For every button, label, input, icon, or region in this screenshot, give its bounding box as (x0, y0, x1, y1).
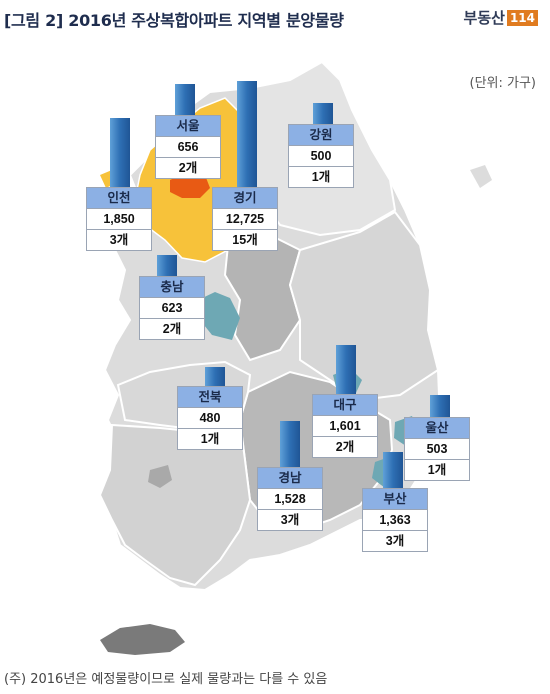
bar-2 (110, 118, 130, 189)
logo-number: 114 (506, 9, 538, 26)
bar-1 (313, 103, 333, 126)
region-name: 경기 (213, 188, 277, 208)
region-units: 500 (289, 145, 353, 166)
region-label-8: 경남 1,528 3개 (257, 467, 323, 531)
region-count: 2개 (156, 157, 220, 178)
region-units: 1,601 (313, 415, 377, 436)
bar-8 (280, 421, 300, 469)
region-units: 480 (178, 407, 242, 428)
region-label-2: 인천 1,850 3개 (86, 187, 152, 251)
logo-text: 부동산 (463, 9, 505, 27)
region-units: 503 (405, 438, 469, 459)
bar-3 (237, 81, 257, 189)
region-count: 3개 (87, 229, 151, 250)
region-count: 1개 (178, 428, 242, 449)
map-chungbuk (223, 233, 302, 362)
map-sejong (198, 292, 240, 340)
region-count: 3개 (258, 509, 322, 530)
region-name: 경남 (258, 468, 322, 488)
region-units: 623 (140, 297, 204, 318)
region-count: 1개 (405, 459, 469, 480)
region-units: 1,528 (258, 488, 322, 509)
region-name: 대구 (313, 395, 377, 415)
region-name: 부산 (363, 489, 427, 509)
region-units: 1,850 (87, 208, 151, 229)
region-units: 1,363 (363, 509, 427, 530)
footnote: (주) 2016년은 예정물량이므로 실제 물량과는 다를 수 있음 (4, 672, 328, 687)
bar-5 (205, 367, 225, 388)
unit-label: (단위: 가구) (469, 76, 537, 91)
region-count: 2개 (313, 436, 377, 457)
map-ulleungdo (470, 165, 492, 188)
bar-9 (383, 452, 403, 490)
region-count: 15개 (213, 229, 277, 250)
region-label-7: 울산 503 1개 (404, 417, 470, 481)
region-label-9: 부산 1,363 3개 (362, 488, 428, 552)
region-name: 전북 (178, 387, 242, 407)
bar-7 (430, 395, 450, 419)
region-name: 강원 (289, 125, 353, 145)
region-units: 12,725 (213, 208, 277, 229)
region-label-1: 강원 500 1개 (288, 124, 354, 188)
region-name: 충남 (140, 277, 204, 297)
chart-title: [그림 2] 2016년 주상복합아파트 지역별 분양물량 (4, 11, 344, 30)
region-label-6: 대구 1,601 2개 (312, 394, 378, 458)
region-count: 3개 (363, 530, 427, 551)
map-gwangju (148, 465, 172, 488)
region-count: 2개 (140, 318, 204, 339)
region-name: 서울 (156, 116, 220, 136)
region-label-5: 전북 480 1개 (177, 386, 243, 450)
bar-4 (157, 255, 177, 278)
region-name: 인천 (87, 188, 151, 208)
region-name: 울산 (405, 418, 469, 438)
bar-6 (336, 345, 356, 396)
region-label-4: 충남 623 2개 (139, 276, 205, 340)
map-jeju (100, 624, 185, 655)
region-units: 656 (156, 136, 220, 157)
map-gyeongbuk (288, 210, 440, 402)
region-count: 1개 (289, 166, 353, 187)
region-label-3: 경기 12,725 15개 (212, 187, 278, 251)
region-label-0: 서울 656 2개 (155, 115, 221, 179)
logo: 부동산 114 (464, 7, 538, 28)
bar-0 (175, 84, 195, 117)
